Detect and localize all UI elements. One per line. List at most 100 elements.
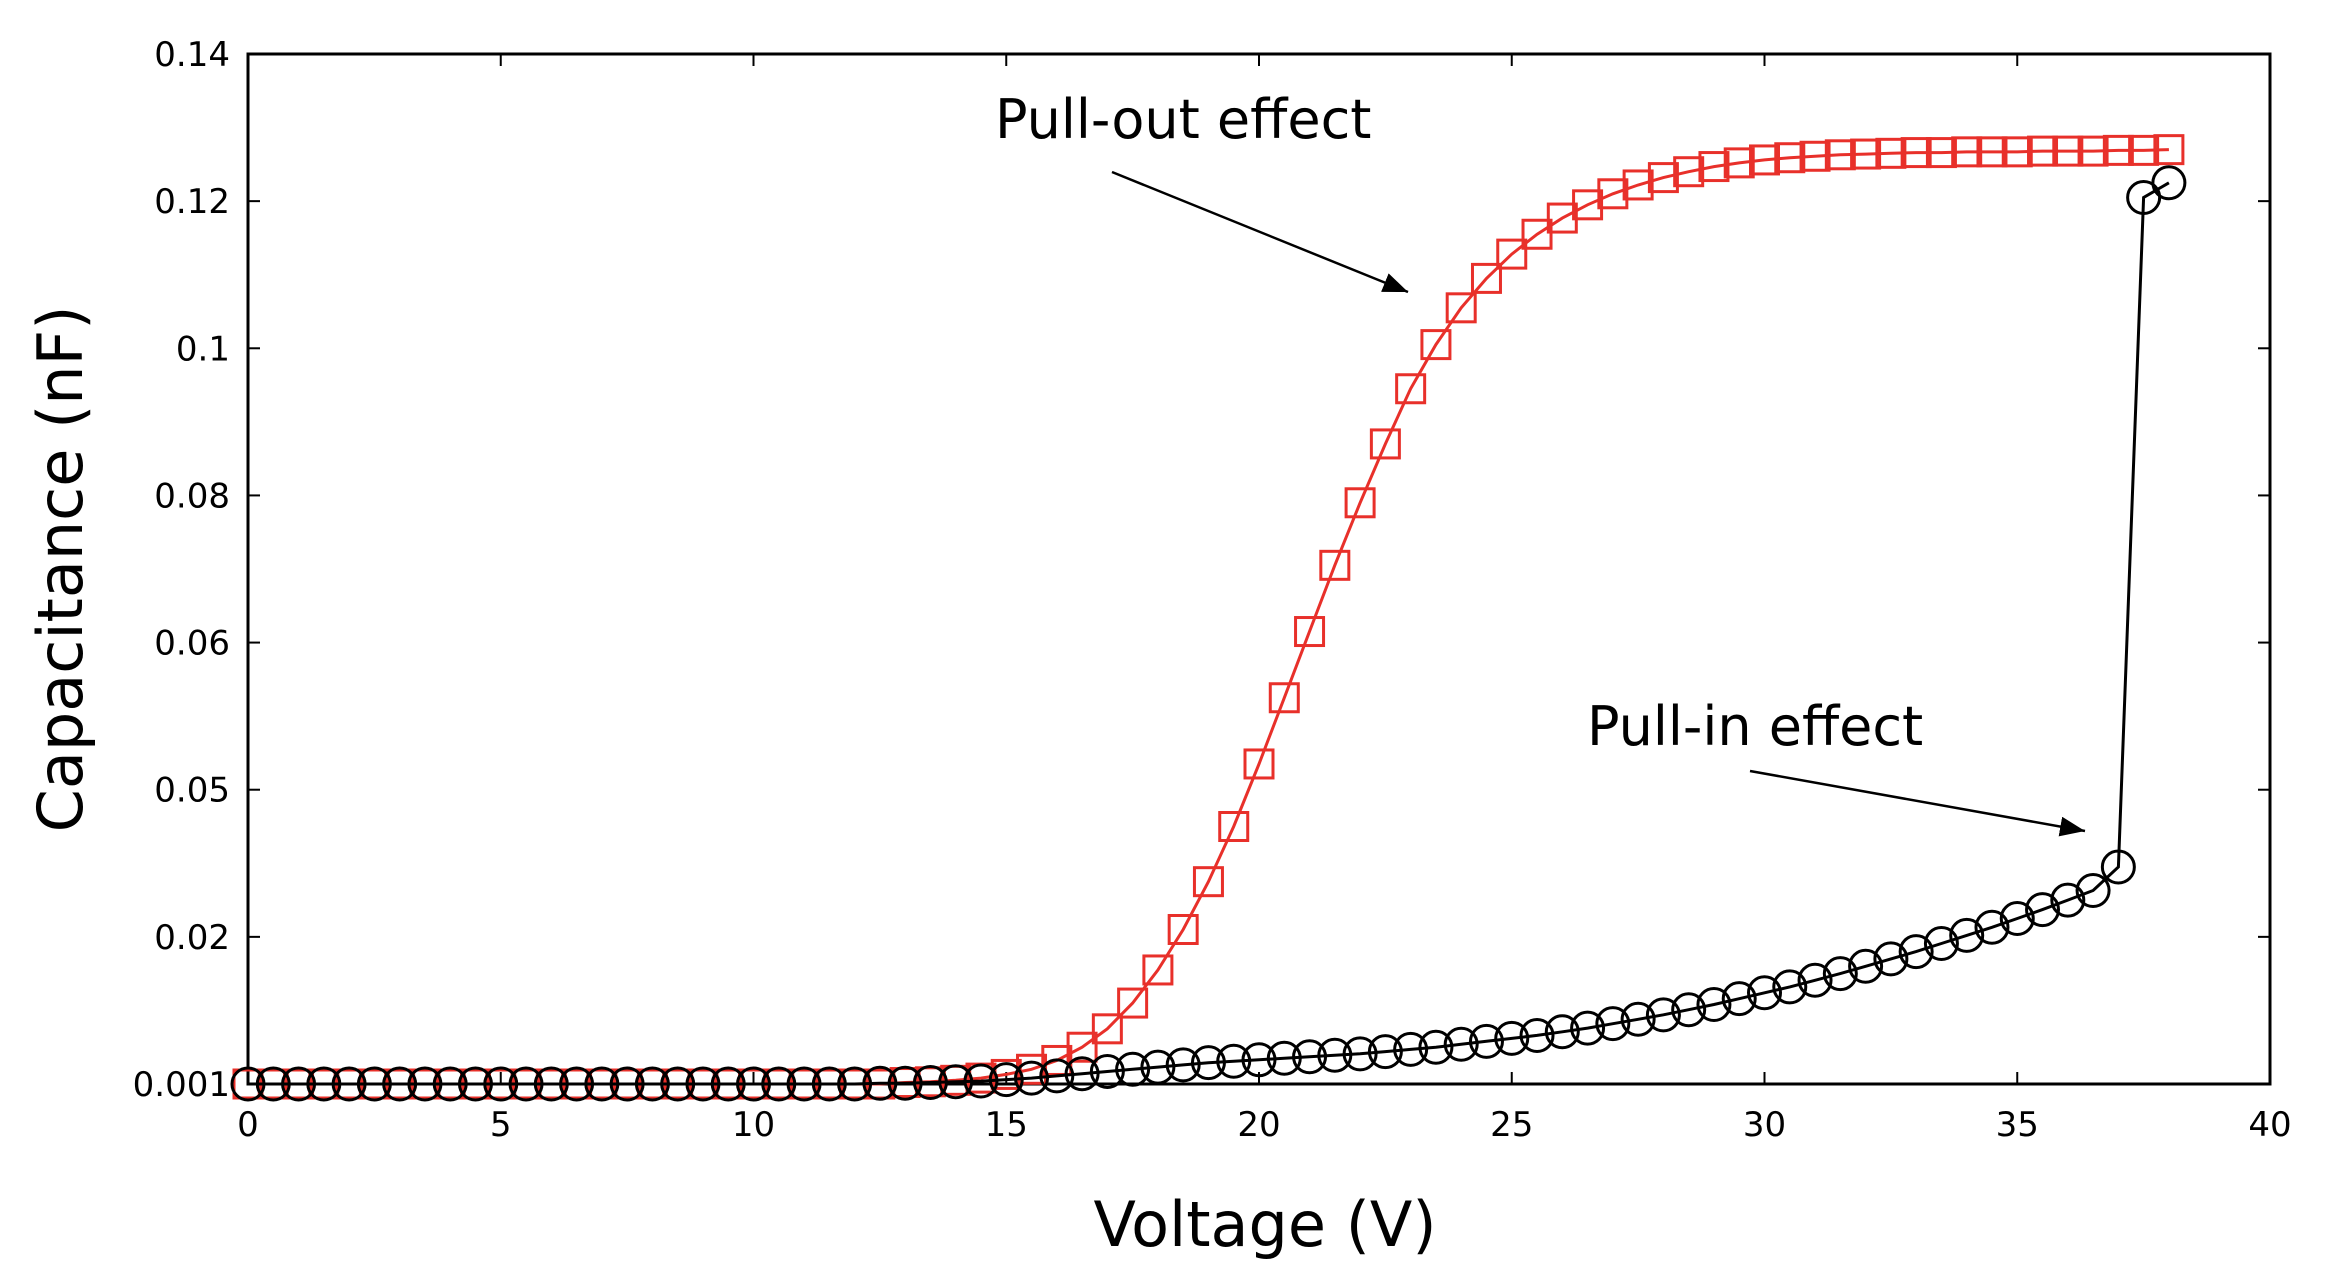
data-point xyxy=(2025,892,2061,928)
y-tick-label: 0.12 xyxy=(154,182,230,222)
data-point xyxy=(1367,1034,1403,1070)
data-point xyxy=(1091,1013,1123,1045)
data-point xyxy=(1951,136,1983,168)
data-point xyxy=(1420,329,1452,361)
data-point xyxy=(988,1062,1024,1098)
x-tick-label: 10 xyxy=(732,1105,775,1145)
data-point xyxy=(255,1066,291,1102)
data-point xyxy=(1117,987,1149,1019)
data-point xyxy=(660,1066,696,1102)
data-point xyxy=(1039,1058,1075,1094)
data-point xyxy=(1622,169,1654,201)
data-point xyxy=(1875,137,1907,169)
data-point xyxy=(1142,954,1174,986)
data-point xyxy=(1443,1026,1479,1062)
data-point xyxy=(1974,909,2010,945)
data-point xyxy=(811,1066,847,1102)
data-point xyxy=(938,1064,974,1100)
x-tick-label: 30 xyxy=(1743,1105,1786,1145)
data-point xyxy=(1949,917,1985,953)
data-point xyxy=(1089,1053,1125,1089)
x-tick-label: 15 xyxy=(985,1105,1028,1145)
data-point xyxy=(281,1066,317,1102)
series-line-pull-out xyxy=(248,148,2169,1086)
data-point xyxy=(761,1066,797,1102)
data-point xyxy=(483,1066,519,1102)
data-point xyxy=(1521,218,1553,250)
data-point xyxy=(1824,139,1856,171)
data-point xyxy=(533,1066,569,1102)
y-axis-label: Capacitance (nF) xyxy=(24,306,97,833)
data-point xyxy=(1066,1031,1098,1063)
data-point xyxy=(1570,1010,1606,1046)
data-point xyxy=(1344,487,1376,519)
data-point xyxy=(1976,136,2008,168)
y-tick-label: 0.08 xyxy=(154,476,230,516)
data-point xyxy=(432,1066,468,1102)
data-point xyxy=(1393,1031,1429,1067)
data-point xyxy=(1698,151,1730,183)
data-point xyxy=(710,1066,746,1102)
data-point xyxy=(1494,1020,1530,1056)
data-point xyxy=(1445,292,1477,324)
x-axis-ticks: 0 5 10 15 20 25 30 35 40 xyxy=(237,54,2292,1145)
data-point xyxy=(1014,1060,1050,1096)
data-point xyxy=(1369,428,1401,460)
data-point xyxy=(2153,134,2185,166)
data-point xyxy=(1115,1051,1151,1087)
data-point xyxy=(2001,136,2033,168)
data-point xyxy=(1595,1006,1631,1042)
data-point xyxy=(1772,969,1808,1005)
data-point xyxy=(1749,144,1780,176)
data-point xyxy=(1850,138,1882,170)
plot-frame xyxy=(246,52,2272,1086)
data-point xyxy=(1294,616,1326,648)
data-point xyxy=(1241,1042,1277,1078)
data-point xyxy=(2100,849,2136,885)
x-tick-label: 40 xyxy=(2248,1105,2291,1145)
data-point xyxy=(559,1066,595,1102)
data-point xyxy=(1243,748,1275,780)
data-point xyxy=(862,1065,898,1101)
data-point xyxy=(1696,987,1732,1023)
data-point xyxy=(1167,914,1199,945)
data-point xyxy=(887,1065,923,1101)
data-point xyxy=(306,1066,342,1102)
pull-in-annotation: Pull-in effect xyxy=(1587,695,1923,758)
data-point xyxy=(1519,1017,1555,1053)
data-point xyxy=(382,1066,418,1102)
data-point xyxy=(331,1066,367,1102)
data-point xyxy=(1470,262,1502,294)
data-point xyxy=(1216,1043,1252,1079)
data-point xyxy=(1165,1047,1201,1083)
data-point xyxy=(2050,882,2086,918)
data-point xyxy=(1923,925,1959,961)
data-point xyxy=(685,1066,721,1102)
data-point xyxy=(963,1063,999,1099)
y-axis-ticks: 0.001 0.02 0.05 0.06 0.08 0.1 0.12 0.14 xyxy=(133,35,2270,1105)
data-point xyxy=(2151,165,2187,201)
data-point xyxy=(1822,956,1858,992)
data-point xyxy=(1671,992,1707,1028)
data-point xyxy=(1799,140,1831,172)
pull-out-annotation: Pull-out effect xyxy=(995,88,1371,151)
data-point xyxy=(1266,1040,1302,1076)
x-axis-label: Voltage (V) xyxy=(1093,1188,1436,1261)
data-point xyxy=(736,1066,771,1102)
data-point xyxy=(1774,142,1806,174)
data-point xyxy=(1192,866,1224,898)
data-point xyxy=(1723,147,1755,179)
data-point xyxy=(1317,1037,1353,1073)
data-point xyxy=(1900,137,1932,169)
data-point xyxy=(508,1066,544,1102)
data-point xyxy=(837,1066,873,1102)
data-point xyxy=(786,1066,822,1102)
data-point xyxy=(1190,1045,1226,1081)
data-point xyxy=(1873,941,1909,977)
data-point xyxy=(1673,156,1705,188)
pull-in-arrow xyxy=(1749,769,2086,837)
x-tick-label: 35 xyxy=(1996,1105,2039,1145)
data-point xyxy=(2075,873,2111,909)
y-tick-label: 0.1 xyxy=(176,329,230,369)
